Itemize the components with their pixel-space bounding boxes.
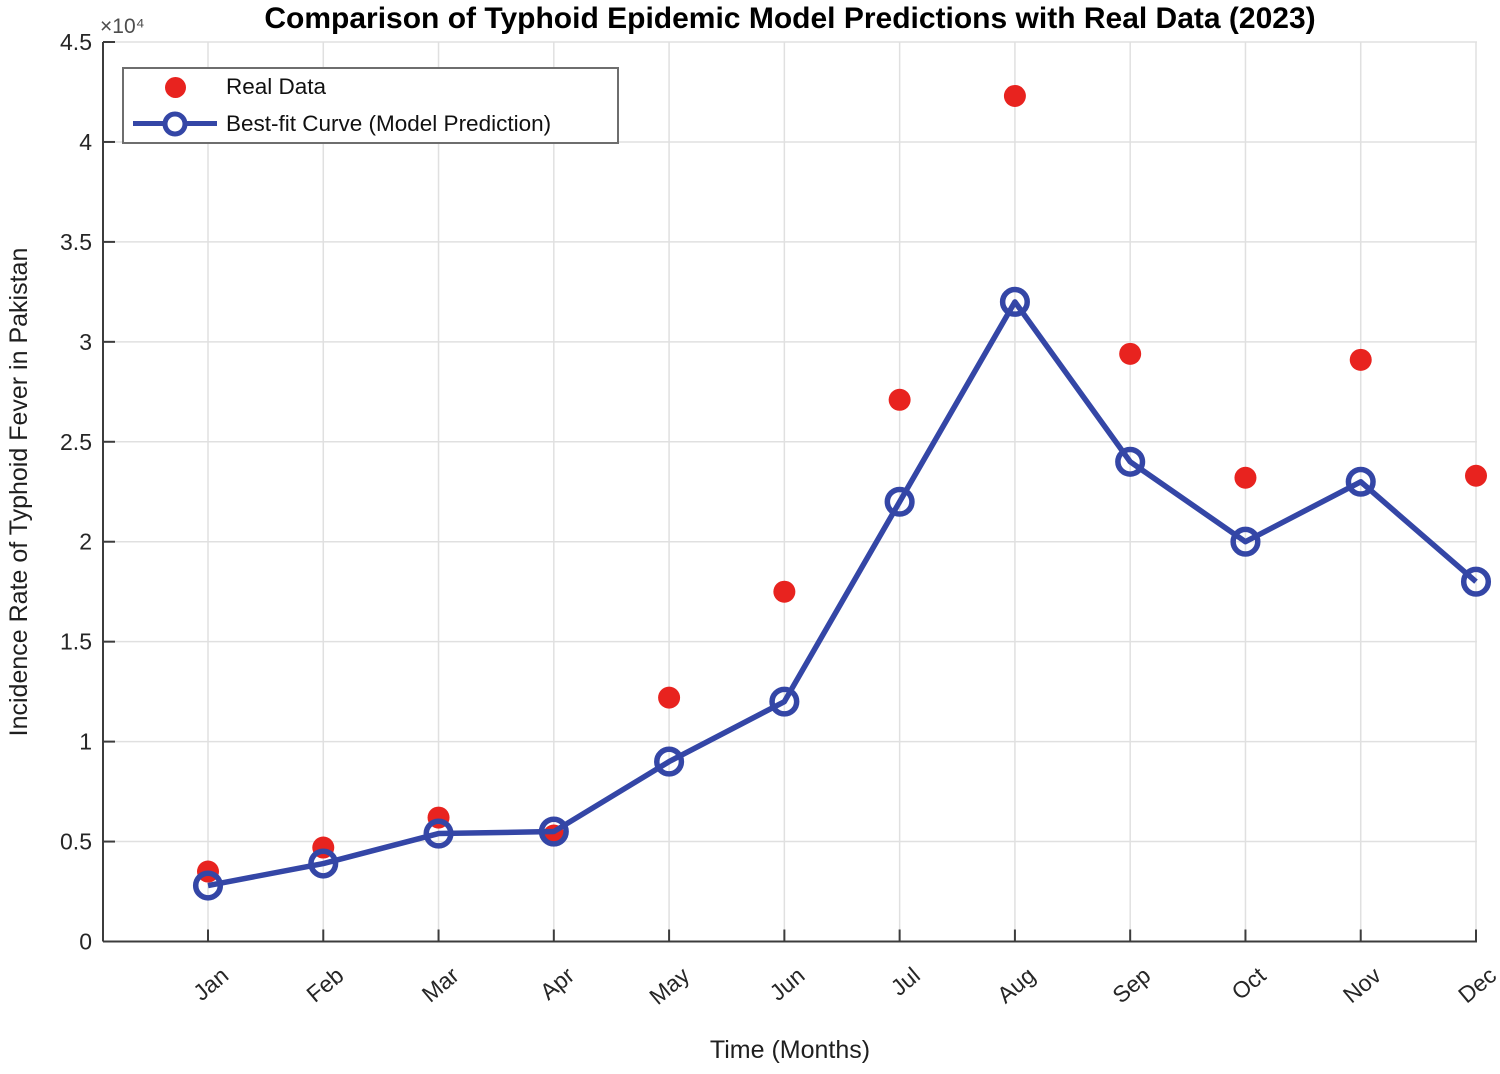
legend-swatch-model — [124, 106, 226, 142]
model-point-marker — [1115, 446, 1146, 477]
model-point-marker — [884, 486, 915, 517]
data-series — [192, 84, 1492, 901]
x-tick-label: Jun — [764, 962, 809, 1006]
blue-open-circle-marker-icon — [162, 111, 188, 137]
y-axis-multiplier: ×10⁴ — [100, 15, 145, 38]
y-tick-label: 2 — [79, 529, 92, 555]
x-tick-label: Nov — [1338, 962, 1386, 1009]
real-data-point — [658, 686, 681, 709]
model-point-marker — [654, 746, 685, 777]
model-point-marker — [538, 816, 569, 847]
x-tick-label: Sep — [1107, 962, 1155, 1008]
y-tick-label: 3 — [79, 329, 92, 355]
real-data-point — [1465, 464, 1487, 487]
model-point-marker — [1345, 466, 1376, 497]
red-dot-marker-icon — [164, 76, 186, 98]
x-tick-label: Aug — [992, 962, 1040, 1008]
real-data-point — [1234, 466, 1257, 489]
y-tick-label: 0 — [79, 929, 92, 955]
model-point-marker — [1230, 526, 1261, 557]
legend-label-real-data: Real Data — [226, 74, 327, 100]
x-tick-label: Apr — [535, 962, 579, 1005]
x-tick-label: Mar — [417, 962, 464, 1008]
x-tick-labels: Jan Feb Mar Apr May Jun Jul Aug Sep Oct Nov Dec — [188, 962, 1500, 1010]
real-data-point — [1119, 342, 1142, 365]
real-data-point — [1003, 84, 1026, 107]
model-point-marker — [308, 848, 339, 879]
x-tick-label: Oct — [1227, 962, 1272, 1005]
x-tick-label: Jan — [188, 962, 233, 1006]
real-data-point — [888, 388, 911, 411]
legend-label-model: Best-fit Curve (Model Prediction) — [226, 110, 552, 136]
model-point-marker — [423, 818, 454, 849]
y-tick-label: 1.5 — [60, 629, 92, 655]
real-data-point — [1349, 348, 1372, 371]
axis-lines — [102, 41, 1477, 943]
y-tick-labels: 0 0.5 1 1.5 2 2.5 3 3.5 4 4.5 — [60, 29, 92, 955]
x-tick-label: Dec — [1453, 962, 1500, 1008]
best-fit-curve — [207, 299, 1478, 889]
legend-swatch-real-data — [124, 69, 226, 105]
grid-lines — [103, 41, 1477, 942]
model-point-marker — [769, 686, 800, 717]
y-axis-label: Incidence Rate of Typhoid Fever in Pakis… — [5, 248, 33, 737]
model-point-marker — [192, 870, 224, 901]
y-tick-label: 0.5 — [60, 829, 92, 855]
y-tick-label: 3.5 — [60, 229, 92, 255]
legend-item-real-data: Real Data — [124, 69, 617, 105]
y-tick-label: 4 — [79, 129, 92, 155]
x-tick-label: Feb — [301, 962, 348, 1007]
model-point-marker — [999, 286, 1030, 317]
x-tick-label: Jul — [886, 962, 925, 1001]
y-tick-label: 1 — [79, 729, 92, 755]
y-tick-label: 2.5 — [60, 429, 92, 455]
real-data-point — [773, 580, 796, 603]
y-tick-label: 4.5 — [60, 29, 92, 55]
legend: Real Data Best-fit Curve (Model Predicti… — [122, 67, 619, 144]
x-tick-label: May — [644, 962, 694, 1010]
chart-title: Comparison of Typhoid Epidemic Model Pre… — [264, 2, 1315, 35]
model-point-marker — [1460, 566, 1492, 597]
legend-item-model: Best-fit Curve (Model Prediction) — [124, 106, 617, 142]
x-axis-label: Time (Months) — [710, 1036, 870, 1064]
